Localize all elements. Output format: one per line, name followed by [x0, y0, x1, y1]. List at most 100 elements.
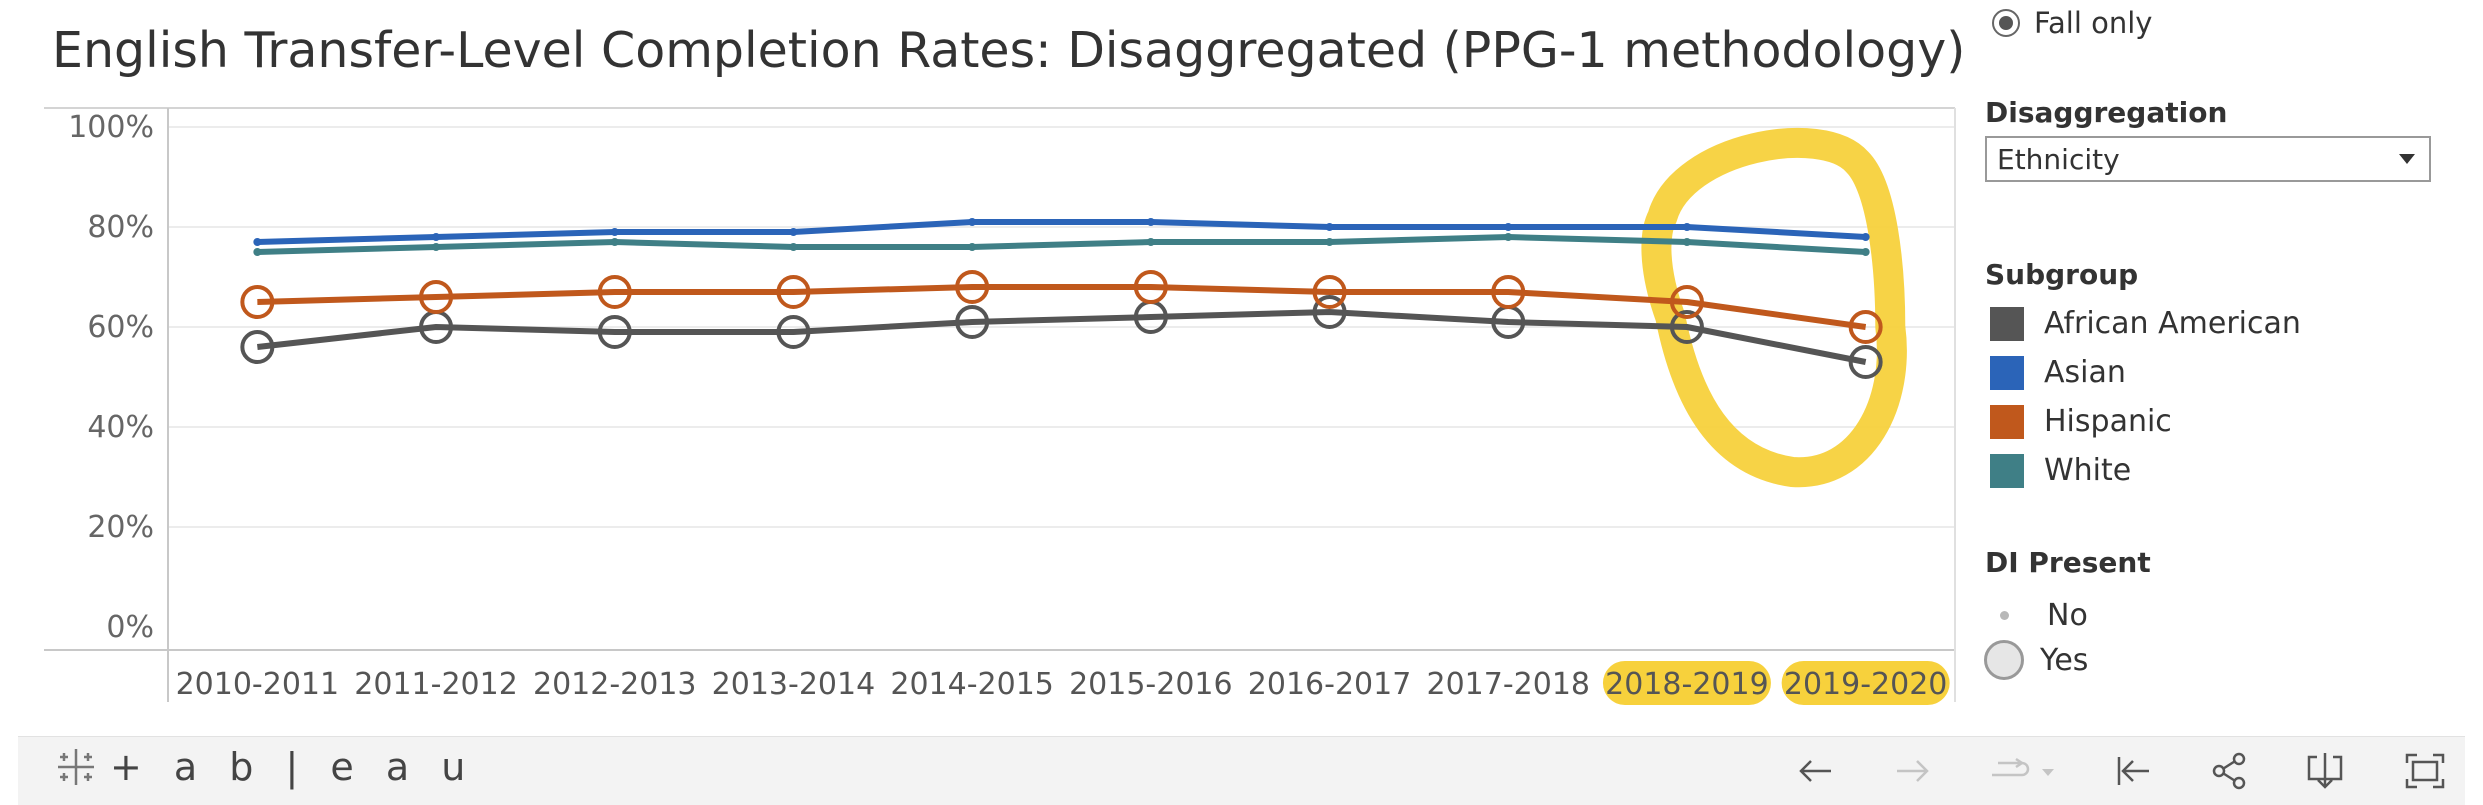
di-marker: [955, 270, 990, 304]
legend-item-african-american[interactable]: African American: [1990, 306, 2301, 341]
di-marker: [1669, 285, 1704, 319]
undo-icon: [1799, 760, 1831, 782]
x-tick-label: 2015-2016: [1069, 667, 1233, 702]
legend-swatch: [1990, 453, 2024, 488]
tableau-logo[interactable]: + a b | e a u: [54, 745, 475, 789]
redo-button[interactable]: [1888, 747, 1938, 795]
legend-item-hispanic[interactable]: Hispanic: [1990, 404, 2172, 439]
data-point: [789, 228, 798, 236]
undo-button[interactable]: [1790, 747, 1840, 795]
small-dot-icon: [2000, 611, 2009, 620]
legend-swatch: [1990, 404, 2024, 439]
download-button[interactable]: [2300, 747, 2350, 795]
x-tick-label: 2019-2020: [1784, 667, 1948, 702]
series-line: [257, 234, 1866, 255]
data-point: [1325, 223, 1334, 231]
series-line: [257, 284, 1867, 330]
data-point: [432, 233, 441, 241]
data-point: [1861, 233, 1870, 241]
di-legend-item-no[interactable]: No: [2000, 598, 2088, 633]
tableau-logo-icon: [58, 749, 94, 785]
di-marker: [1312, 275, 1347, 309]
di-marker: [776, 315, 811, 349]
redo-icon: [1897, 760, 1929, 782]
di-marker: [1133, 270, 1168, 304]
chevron-down-icon: [2399, 154, 2415, 164]
legend-swatch: [1990, 355, 2024, 390]
data-point: [253, 248, 262, 256]
fullscreen-icon: [2405, 753, 2445, 789]
fall-only-radio[interactable]: Fall only: [1992, 6, 2152, 40]
x-tick-label: 2018-2019: [1605, 667, 1769, 702]
x-tick-label: 2011-2012: [354, 667, 518, 702]
x-tick-label: 2010-2011: [176, 667, 340, 702]
data-point: [968, 243, 977, 251]
di-marker: [597, 315, 632, 349]
y-tick-label: 40%: [87, 410, 154, 445]
data-point: [789, 243, 798, 251]
revert-button[interactable]: [1984, 747, 2064, 795]
legend-swatch: [1990, 306, 2024, 341]
di-marker: [1848, 310, 1883, 344]
di-legend-item-yes[interactable]: Yes: [1984, 640, 2088, 680]
di-marker: [419, 280, 454, 314]
di-label: No: [2047, 598, 2088, 633]
x-tick-label: 2016-2017: [1248, 667, 1412, 702]
legend-item-asian[interactable]: Asian: [1990, 355, 2126, 390]
di-marker: [240, 330, 275, 364]
y-tick-label: 20%: [87, 510, 154, 545]
disaggregation-value: Ethnicity: [1997, 142, 2120, 176]
x-label-highlight: [1781, 661, 1950, 705]
data-point: [1682, 223, 1691, 231]
di-marker: [1491, 275, 1526, 309]
disaggregation-title: Disaggregation: [1985, 96, 2228, 129]
share-icon: [2212, 752, 2246, 790]
di-label: Yes: [2040, 642, 2089, 678]
line-chart: 0% 20% 40% 60% 80% 100% 2010-2011 2011-2012 2012…: [44, 107, 1956, 705]
data-point: [610, 238, 619, 246]
legend-label: Asian: [2044, 355, 2126, 390]
reset-button[interactable]: [2108, 747, 2158, 795]
di-marker: [1848, 345, 1883, 379]
y-tick-label: 0%: [106, 610, 154, 645]
data-point: [1146, 238, 1155, 246]
legend-label: White: [2044, 453, 2132, 488]
legend-item-white[interactable]: White: [1990, 453, 2131, 488]
highlight-annotation-circle: [1641, 128, 1907, 488]
axes: [44, 107, 1956, 702]
x-label-highlight: [1602, 661, 1771, 705]
fullscreen-button[interactable]: [2400, 747, 2450, 795]
revert-icon: [1992, 757, 2054, 777]
tableau-wordmark: + a b | e a u: [110, 745, 476, 789]
di-marker: [597, 275, 632, 309]
large-circle-icon: [1984, 640, 2024, 680]
di-marker: [1669, 310, 1704, 344]
legend-label: African American: [2044, 306, 2301, 341]
x-tick-label: 2013-2014: [712, 667, 876, 702]
radio-selected-icon: [1992, 9, 2020, 37]
x-tick-label: 2014-2015: [890, 667, 1054, 702]
x-tick-label: 2017-2018: [1426, 667, 1590, 702]
di-marker: [955, 305, 990, 339]
y-tick-label: 60%: [87, 310, 154, 345]
subgroup-title: Subgroup: [1985, 258, 2139, 291]
series-line: [257, 219, 1866, 245]
share-button[interactable]: [2204, 747, 2254, 795]
x-tick-label: 2012-2013: [533, 667, 697, 702]
di-present-title: DI Present: [1985, 546, 2151, 579]
data-point: [968, 218, 977, 226]
highlight-annotations: [1602, 128, 1950, 705]
data-point: [610, 228, 619, 236]
data-point: [253, 238, 262, 246]
data-point: [1146, 218, 1155, 226]
data-markers: [240, 218, 1883, 379]
legend-label: Hispanic: [2044, 404, 2172, 439]
data-point: [1504, 233, 1513, 241]
di-marker: [240, 285, 275, 319]
disaggregation-select[interactable]: Ethnicity: [1985, 136, 2431, 182]
series-lines: [257, 219, 1867, 365]
data-point: [1682, 238, 1691, 246]
reset-icon: [2117, 757, 2149, 785]
chart-title: English Transfer-Level Completion Rates:…: [52, 22, 1966, 79]
tick-labels: 0% 20% 40% 60% 80% 100% 2010-2011 2011-2012 2012…: [68, 110, 1947, 702]
